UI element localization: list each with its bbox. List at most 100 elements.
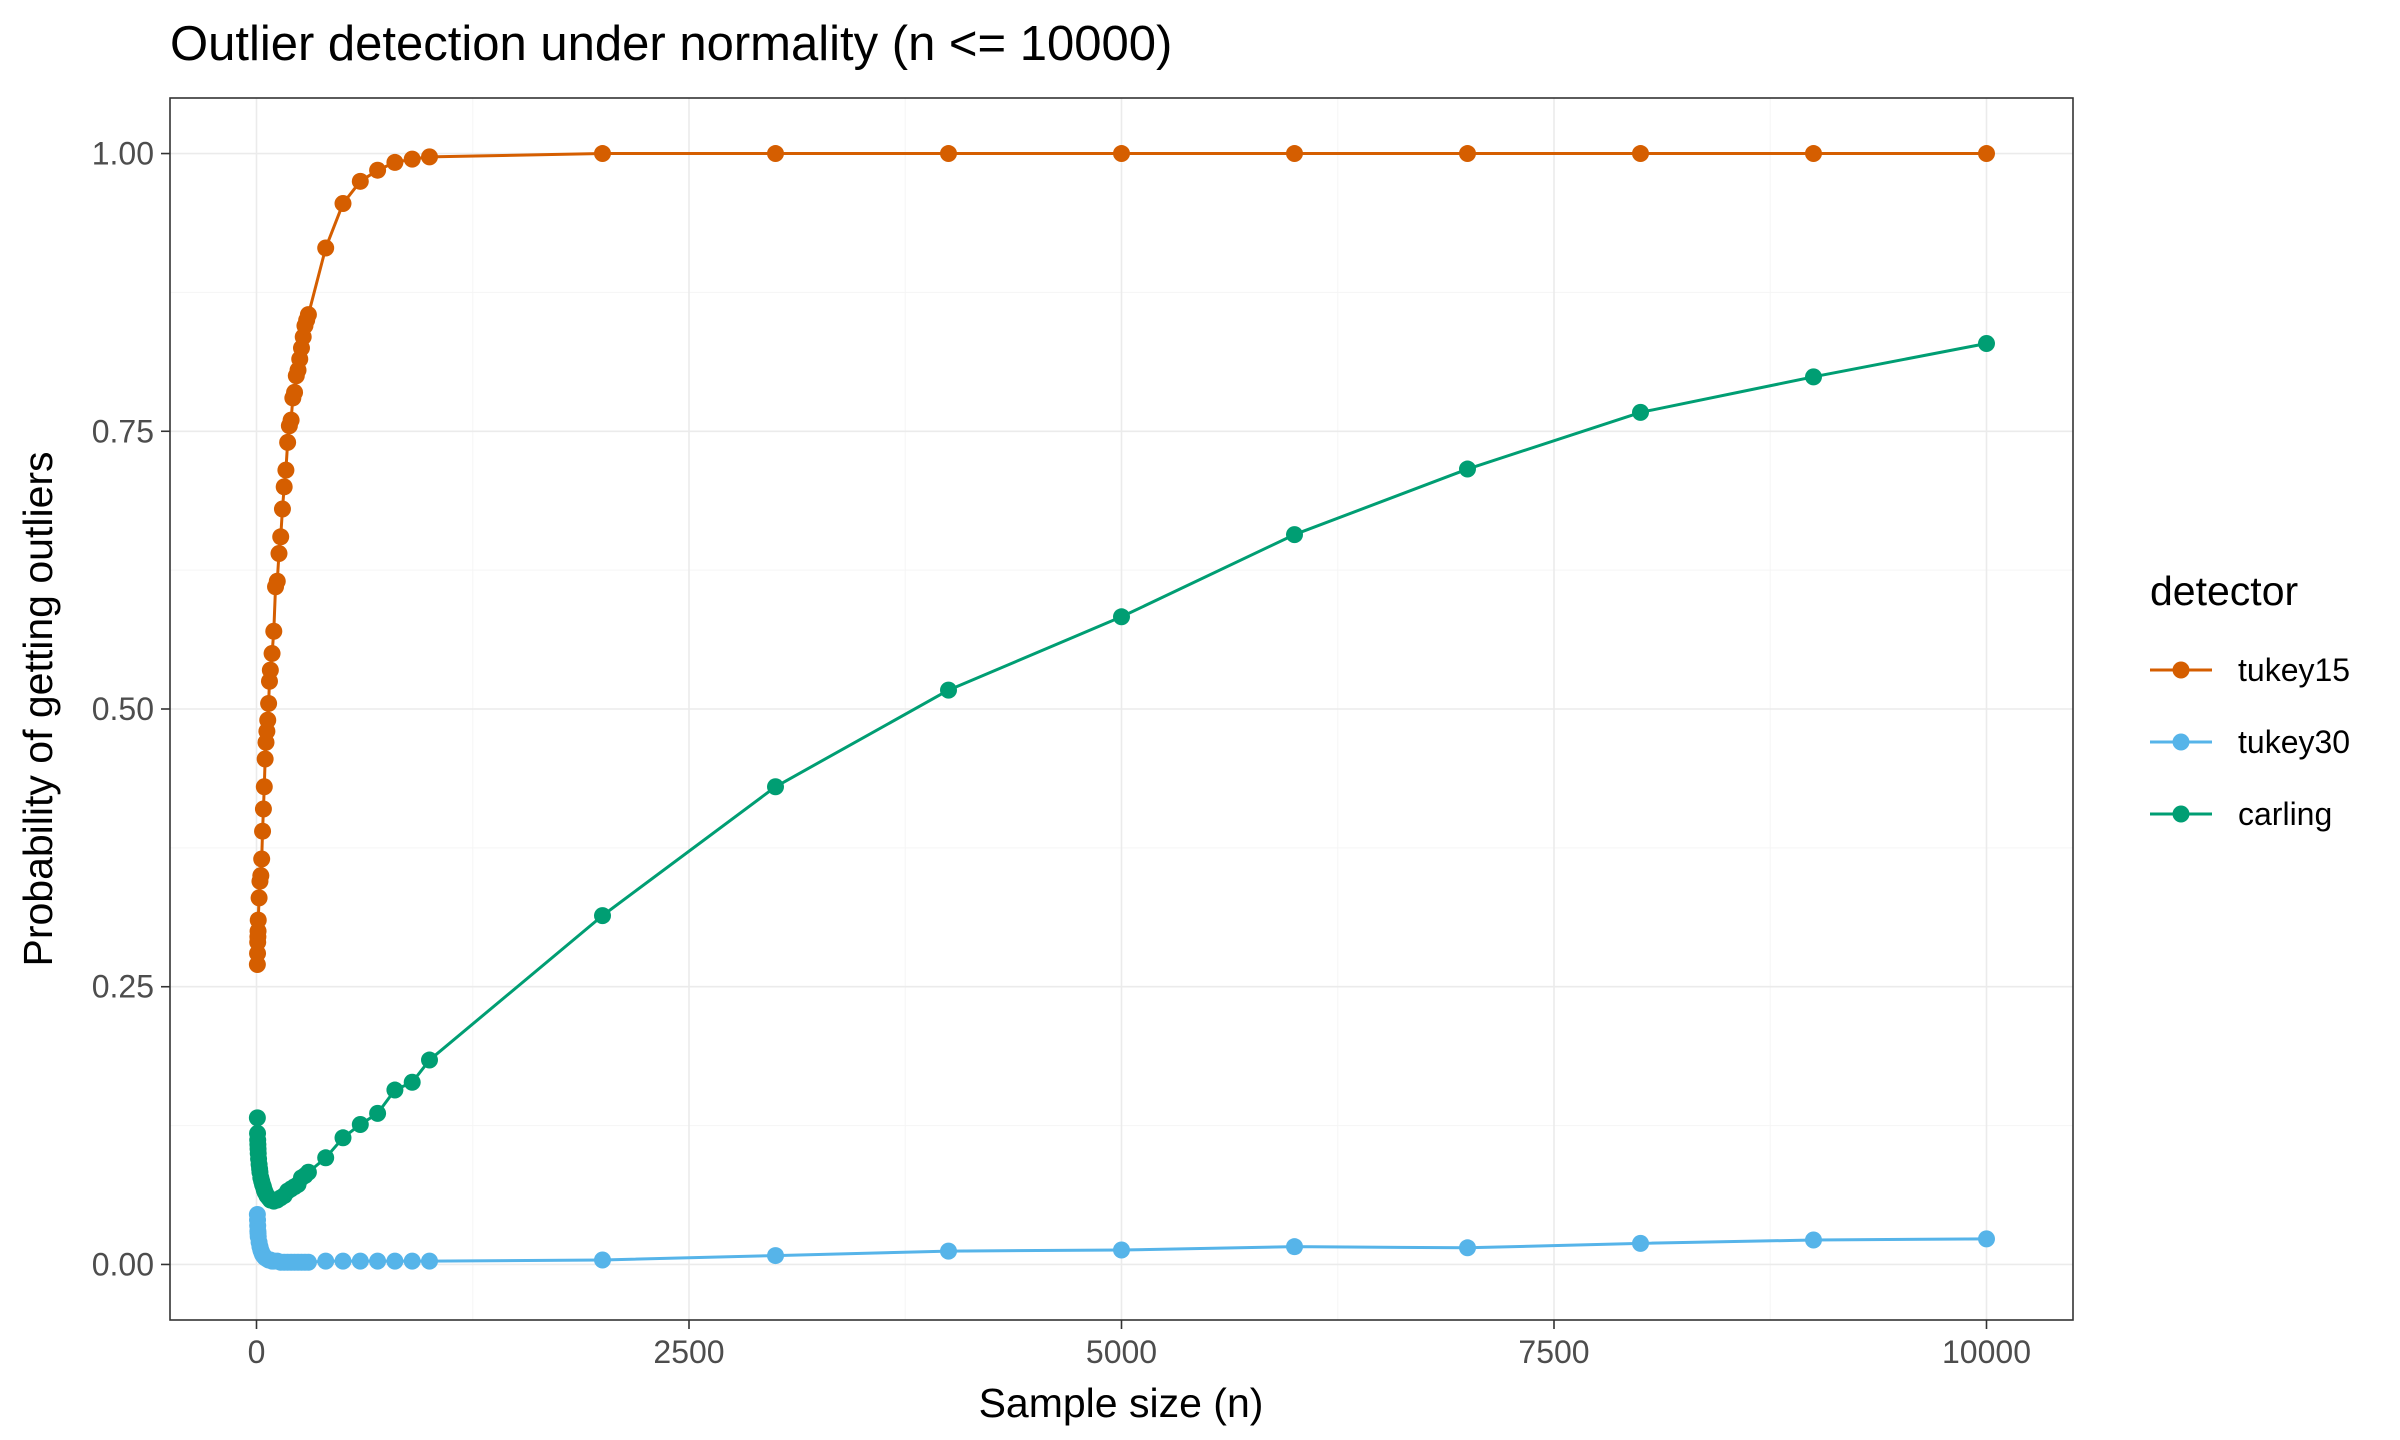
legend-label: carling [2238,796,2332,832]
x-axis-title: Sample size (n) [979,1380,1264,1426]
carling-point [1459,460,1476,478]
carling-point [1286,526,1303,544]
legend-label: tukey15 [2238,652,2350,688]
tukey15-point [268,572,286,590]
plot-border [169,97,2074,1321]
tukey15-point [254,822,272,840]
tukey15-point [259,711,277,729]
tukey15-point [286,383,304,401]
tukey15-point [253,850,271,868]
carling-point [334,1129,352,1147]
tukey15-point [250,889,268,907]
carling-point [317,1149,335,1167]
y-axis-ticks: 0.00 0.25 0.50 0.75 1.00 [92,136,170,1282]
carling-point [351,1115,369,1133]
y-tick-label: 0.75 [92,413,154,449]
tukey30-point [1113,1241,1130,1259]
tukey15-point [270,544,288,562]
tukey30-point [299,1253,317,1271]
tukey15-point [369,161,387,179]
tukey15-point [260,694,278,712]
tukey30-point [386,1252,404,1270]
carling-point [1632,403,1649,421]
tukey30-point [334,1252,352,1270]
x-tick-label: 7500 [1518,1334,1589,1370]
carling-point [594,907,611,925]
tukey15-point [1113,145,1130,163]
series-carling [248,335,1995,1210]
legend-item-tukey15: tukey15 [2150,652,2350,688]
tukey15-point [279,433,297,451]
chart-title: Outlier detection under normality (n <= … [170,17,1172,71]
legend-items: tukey15 tukey30 carling [2150,652,2350,832]
tukey15-point [386,153,404,171]
tukey15-point [351,172,369,190]
tukey30-point [767,1247,784,1265]
tukey30-point [351,1252,369,1270]
tukey15-point [1978,145,1995,163]
tukey15-point [421,148,438,166]
tukey15-point [272,528,290,546]
legend: detector tukey15 tukey30 carling [2150,568,2350,832]
tukey30-point [403,1252,421,1270]
tukey15-point [265,622,283,640]
tukey15-line [255,152,1987,965]
legend-key-point [2172,805,2190,823]
legend-item-carling: carling [2150,796,2332,832]
tukey15-point [273,500,291,518]
carling-point [403,1073,421,1091]
tukey15-point [317,239,335,257]
carling-point [248,1109,266,1127]
tukey15-point [1286,145,1303,163]
tukey15-point [252,867,270,885]
carling-point [1978,335,1995,353]
legend-key-point [2172,661,2190,679]
tukey15-point [1459,145,1476,163]
tukey15-point [275,478,293,496]
tukey30-point [1632,1234,1649,1252]
carling-point [1805,368,1822,386]
y-tick-label: 0.25 [92,969,154,1005]
tukey15-point [403,150,421,168]
carling-point [386,1081,404,1099]
tukey15-point [940,145,957,163]
tukey15-point [263,644,281,662]
tukey30-point [1805,1231,1822,1249]
y-axis-title: Probability of getting outliers [15,451,61,966]
series-tukey15 [248,145,1995,974]
tukey15-point [299,306,317,324]
carling-point [767,778,784,796]
x-axis-ticks: 0 2500 5000 7500 10000 [248,1320,2031,1370]
tukey15-point [261,661,279,679]
tukey30-point [1978,1230,1995,1248]
tukey15-point [249,911,267,929]
tukey15-point [282,411,300,429]
tukey15-point [277,461,295,479]
x-tick-label: 10000 [1942,1334,2031,1370]
legend-key-point [2172,733,2190,751]
carling-point [299,1163,317,1181]
carling-point [1113,608,1130,626]
x-tick-label: 0 [248,1334,266,1370]
tukey15-point [334,195,352,213]
legend-label: tukey30 [2238,724,2350,760]
tukey30-point [369,1252,387,1270]
series-layer [248,145,1995,1271]
legend-item-tukey30: tukey30 [2150,724,2350,760]
x-tick-label: 5000 [1086,1334,1157,1370]
tukey15-point [256,750,274,768]
tukey30-point [421,1252,438,1270]
tukey15-point [594,145,611,163]
x-tick-label: 2500 [653,1334,724,1370]
tukey30-point [317,1252,335,1270]
tukey30-point [1286,1238,1303,1256]
carling-point [421,1051,438,1069]
carling-point [369,1104,387,1122]
legend-title: detector [2150,568,2298,614]
tukey30-point [940,1242,957,1260]
tukey30-point [1459,1239,1476,1257]
gridlines [170,98,2073,1320]
tukey30-point [594,1251,611,1269]
tukey15-point [1805,145,1822,163]
